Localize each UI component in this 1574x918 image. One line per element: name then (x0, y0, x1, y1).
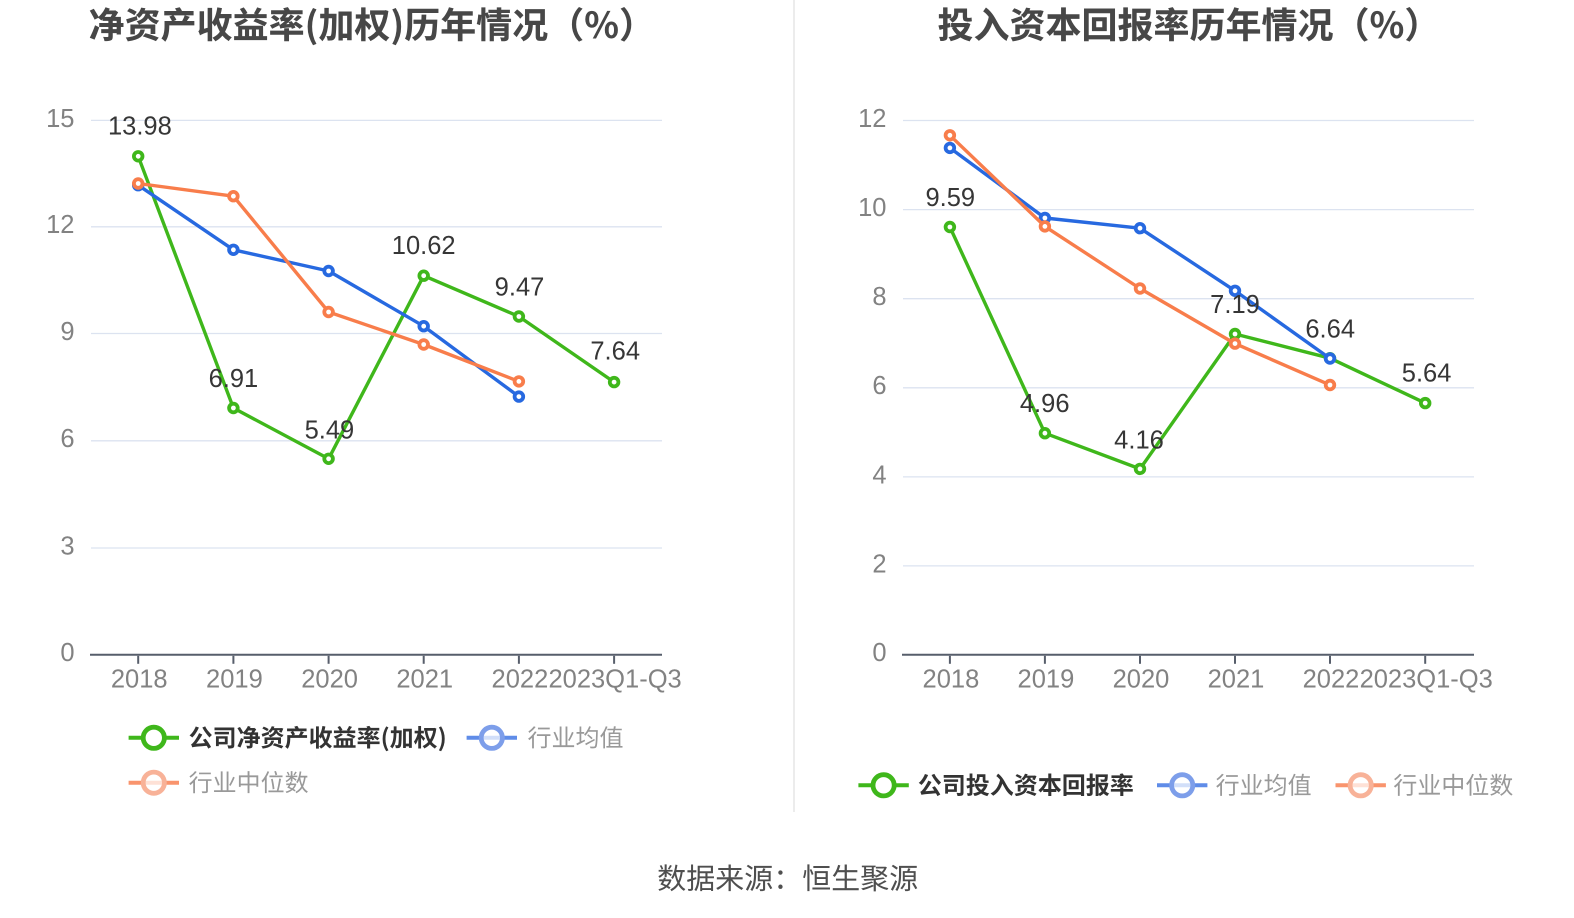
svg-text:7.64: 7.64 (590, 338, 640, 366)
svg-text:3: 3 (60, 532, 74, 560)
svg-text:2018: 2018 (923, 666, 980, 694)
svg-text:12: 12 (46, 211, 74, 239)
svg-text:9: 9 (60, 318, 74, 346)
svg-text:5.64: 5.64 (1402, 359, 1452, 387)
svg-text:4.16: 4.16 (1114, 427, 1164, 455)
svg-text:2019: 2019 (1018, 666, 1075, 694)
svg-text:4: 4 (872, 461, 886, 489)
svg-text:2: 2 (872, 550, 886, 578)
svg-text:0: 0 (872, 639, 886, 667)
svg-text:2020: 2020 (301, 666, 358, 694)
svg-text:2020: 2020 (1113, 666, 1170, 694)
svg-text:8: 8 (872, 283, 886, 311)
svg-text:6: 6 (60, 425, 74, 453)
svg-text:5.49: 5.49 (305, 416, 355, 444)
svg-text:6: 6 (872, 372, 886, 400)
svg-text:4.96: 4.96 (1020, 390, 1070, 418)
svg-text:2022: 2022 (1303, 666, 1360, 694)
svg-text:10.62: 10.62 (392, 232, 456, 260)
svg-text:13.98: 13.98 (108, 113, 172, 141)
svg-text:15: 15 (46, 105, 74, 133)
svg-text:2023Q1-Q3: 2023Q1-Q3 (1360, 666, 1493, 694)
svg-text:2021: 2021 (396, 666, 453, 694)
svg-text:7.19: 7.19 (1210, 291, 1260, 319)
svg-text:0: 0 (60, 639, 74, 667)
svg-text:10: 10 (858, 194, 886, 222)
svg-text:9.59: 9.59 (925, 184, 975, 212)
svg-text:2023Q1-Q3: 2023Q1-Q3 (548, 666, 681, 694)
svg-text:9.47: 9.47 (495, 273, 545, 301)
svg-text:2018: 2018 (111, 666, 168, 694)
svg-text:6.91: 6.91 (209, 365, 259, 393)
svg-text:12: 12 (858, 105, 886, 133)
svg-text:2022: 2022 (492, 666, 549, 694)
svg-text:6.64: 6.64 (1305, 316, 1355, 344)
svg-text:2021: 2021 (1208, 666, 1265, 694)
svg-text:2019: 2019 (206, 666, 263, 694)
